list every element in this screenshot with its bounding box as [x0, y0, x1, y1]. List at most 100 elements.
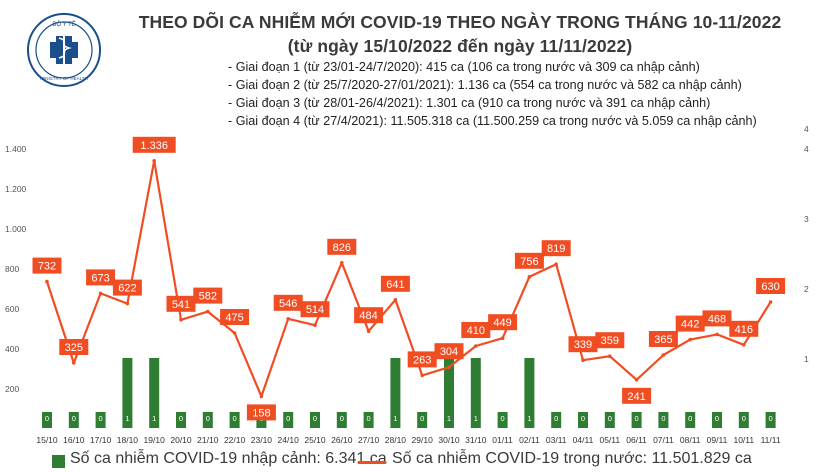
- x-tick-label: 02/11: [519, 435, 540, 445]
- x-tick-label: 20/10: [170, 435, 192, 445]
- import-bar-label: 0: [233, 414, 237, 423]
- import-bar-label: 0: [769, 414, 773, 423]
- domestic-point: [447, 365, 451, 370]
- domestic-point: [313, 323, 317, 328]
- import-bar-label: 0: [45, 414, 49, 423]
- domestic-label-box: [595, 332, 625, 349]
- import-bar: [631, 412, 642, 428]
- domestic-data-label: 304: [440, 346, 458, 358]
- import-bar: [202, 412, 213, 428]
- domestic-point: [366, 329, 371, 334]
- stage-3-summary: - Giai đoạn 3 (từ 28/01-26/4/2021): 1.30…: [228, 96, 711, 110]
- import-bar: [363, 412, 374, 428]
- domestic-data-label: 1.336: [140, 140, 168, 152]
- import-bar: [658, 412, 669, 428]
- domestic-data-label: 442: [681, 319, 699, 331]
- import-bar: [68, 412, 79, 428]
- import-bar-label: 1: [393, 414, 397, 423]
- import-bar: [417, 412, 428, 428]
- import-bar: [95, 412, 106, 428]
- import-bar-label: 1: [152, 414, 156, 423]
- right-axis-tick-label: 4: [804, 144, 809, 154]
- domestic-data-label: 475: [225, 312, 243, 324]
- x-tick-label: 09/11: [707, 435, 728, 445]
- import-bar-label: 1: [527, 414, 531, 423]
- domestic-label-box: [541, 240, 571, 257]
- svg-text:MINISTRY OF HEALTH: MINISTRY OF HEALTH: [40, 76, 88, 81]
- domestic-label-box: [32, 257, 62, 274]
- domestic-data-label: 410: [467, 325, 485, 337]
- domestic-label-box: [407, 351, 437, 368]
- import-bar-label: 0: [581, 414, 585, 423]
- import-bar: [229, 412, 240, 428]
- import-bar: [470, 358, 481, 428]
- stage-1-summary: - Giai đoạn 1 (từ 23/01-24/7/2020): 415 …: [228, 60, 700, 74]
- domestic-label-box: [434, 343, 464, 360]
- domestic-data-label: 582: [199, 291, 217, 303]
- x-tick-label: 29/10: [412, 435, 434, 445]
- x-tick-label: 26/10: [331, 435, 353, 445]
- import-bar: [604, 412, 615, 428]
- import-bar: [497, 412, 508, 428]
- domestic-point: [768, 300, 773, 304]
- domestic-point: [581, 358, 585, 363]
- import-bar: [122, 358, 133, 428]
- domestic-point: [206, 309, 210, 314]
- domestic-label-box: [461, 322, 491, 338]
- domestic-label-box: [327, 238, 357, 255]
- legend-bar-swatch: [52, 455, 65, 468]
- domestic-point: [742, 343, 746, 347]
- import-bar-label: 1: [474, 414, 478, 423]
- domestic-label-box: [675, 315, 705, 332]
- domestic-data-label: 641: [386, 279, 404, 291]
- import-bar-label: 1: [447, 414, 451, 423]
- import-bar-label: 0: [313, 414, 317, 423]
- domestic-data-label: 630: [761, 281, 779, 293]
- chart-title: THEO DÕI CA NHIỄM MỚI COVID-19 THEO NGÀY…: [138, 12, 782, 32]
- domestic-data-label: 241: [627, 391, 645, 403]
- domestic-data-label: 158: [252, 407, 270, 419]
- import-bar: [176, 412, 186, 428]
- import-bar: [551, 412, 562, 428]
- x-tick-label: 30/10: [438, 435, 460, 445]
- left-axis-tick-label: 400: [5, 344, 19, 354]
- import-bar-label: 0: [367, 414, 371, 423]
- import-bar-label: 0: [340, 414, 344, 423]
- domestic-point: [45, 279, 49, 284]
- domestic-data-label: 732: [38, 261, 56, 273]
- x-tick-label: 07/11: [653, 435, 674, 445]
- domestic-point: [500, 336, 505, 341]
- domestic-point: [98, 291, 103, 296]
- x-tick-label: 19/10: [144, 435, 166, 445]
- import-bar-label: 0: [608, 414, 612, 423]
- domestic-point: [420, 373, 425, 378]
- domestic-point: [608, 354, 612, 359]
- domestic-data-label: 416: [735, 324, 753, 336]
- domestic-data-label: 449: [493, 317, 511, 329]
- domestic-label-box: [193, 287, 223, 304]
- left-axis-tick-label: 1.200: [5, 184, 27, 194]
- domestic-data-label: 339: [574, 339, 592, 351]
- domestic-data-label: 365: [654, 334, 672, 346]
- domestic-point: [179, 318, 183, 322]
- import-bar: [765, 412, 776, 428]
- x-tick-label: 06/11: [626, 435, 647, 445]
- x-tick-label: 24/10: [278, 435, 300, 445]
- import-bar: [310, 412, 320, 428]
- import-bar-label: 0: [179, 414, 183, 423]
- import-bar-label: 0: [554, 414, 558, 423]
- domestic-label-box: [380, 275, 410, 292]
- x-tick-label: 11/11: [761, 435, 781, 445]
- domestic-point: [554, 262, 558, 267]
- ministry-of-health-logo: BỘ Y TẾ MINISTRY OF HEALTH: [27, 13, 101, 87]
- import-bar: [149, 358, 160, 428]
- x-tick-label: 17/10: [90, 435, 112, 445]
- import-bar: [685, 412, 696, 428]
- chart-subtitle: (từ ngày 15/10/2022 đến ngày 11/11/2022): [287, 36, 633, 56]
- domestic-data-label: 484: [359, 310, 377, 322]
- import-bar: [738, 412, 749, 428]
- import-bar-label: 0: [99, 414, 103, 423]
- x-tick-label: 05/11: [599, 435, 620, 445]
- x-tick-label: 01/11: [492, 435, 513, 445]
- left-axis-tick-label: 600: [5, 304, 19, 314]
